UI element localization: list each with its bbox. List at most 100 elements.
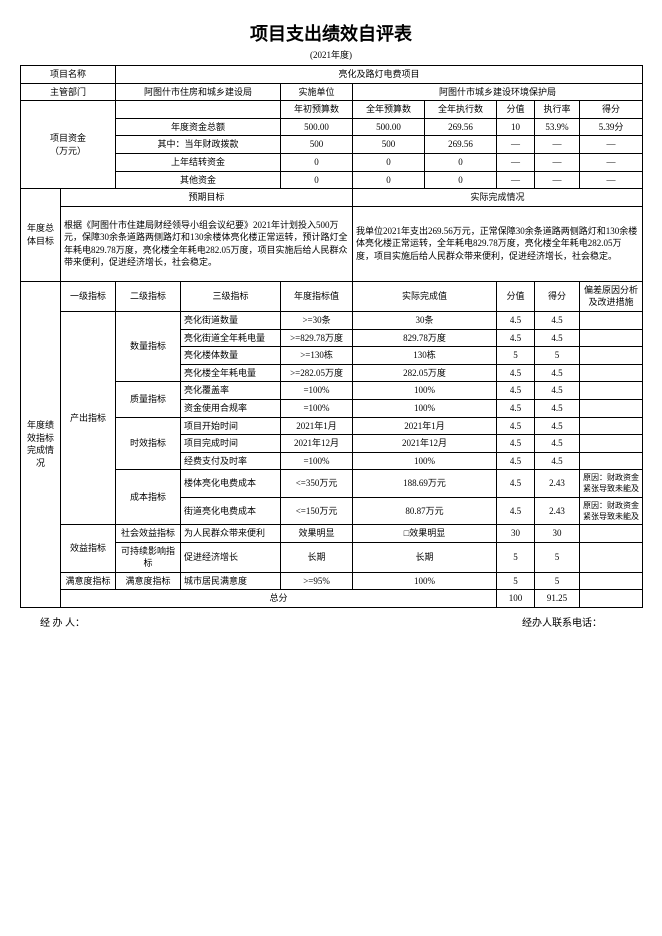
fund-r2b: 0 [281,153,353,171]
ind-r7-l3: 项目完成时间 [181,435,281,453]
ind-r5-l3: 资金使用合规率 [181,399,281,417]
fund-r3e: — [497,171,535,189]
ind-r4-l3: 亮化覆盖率 [181,382,281,400]
ind-r9-wt: 4.5 [497,470,535,497]
fund-col7: 得分 [580,101,643,119]
fund-r0e: 10 [497,118,535,136]
fund-r1d: 269.56 [425,136,497,154]
ind-r5-act: 100% [353,399,497,417]
ind-h-tgt: 年度指标值 [281,281,353,311]
dept-label: 主管部门 [21,83,116,101]
ind-r4-tgt: =100% [281,382,353,400]
ind-r13-wt: 5 [497,572,535,590]
ind-r1-tgt: >=829.78万度 [281,329,353,347]
ind-r8-tgt: =100% [281,452,353,470]
total-wt: 100 [497,590,535,608]
ind-r0-l3: 亮化街道数量 [181,311,281,329]
page-title: 项目支出绩效自评表 [20,20,642,46]
ind-r12-sc: 5 [535,542,580,572]
fund-r0g: 5.39分 [580,118,643,136]
ind-r5-sc: 4.5 [535,399,580,417]
ind-r2-l3: 亮化楼体数量 [181,347,281,365]
fund-r3d: 0 [425,171,497,189]
ind-h-l1: 一级指标 [61,281,116,311]
goal-act-label: 实际完成情况 [353,189,643,207]
ind-r13-dev [580,572,643,590]
ind-l1-sat: 满意度指标 [61,572,116,590]
ind-h-l3: 三级指标 [181,281,281,311]
ind-r12-act: 长期 [353,542,497,572]
ind-l2-qual: 质量指标 [116,382,181,417]
ind-h-act: 实际完成值 [353,281,497,311]
proj-name: 亮化及路灯电费项目 [116,66,643,84]
fund-col6: 执行率 [535,101,580,119]
ind-r10-wt: 4.5 [497,497,535,524]
ind-r0-act: 30条 [353,311,497,329]
ind-r3-act: 282.05万度 [353,364,497,382]
ind-r1-act: 829.78万度 [353,329,497,347]
ind-r5-tgt: =100% [281,399,353,417]
ind-r3-wt: 4.5 [497,364,535,382]
ind-r12-tgt: 长期 [281,542,353,572]
ind-r4-wt: 4.5 [497,382,535,400]
ind-r9-l3: 楼体亮化电费成本 [181,470,281,497]
ind-r9-act: 188.69万元 [353,470,497,497]
goal-exp: 根据《阿图什市住建局财经领导小组会议纪要》2021年计划投入500万元，保障30… [61,206,353,281]
ind-l2-qty: 数量指标 [116,311,181,381]
ind-r8-act: 100% [353,452,497,470]
ind-l1-ben: 效益指标 [61,525,116,573]
ind-r0-wt: 4.5 [497,311,535,329]
ind-block-label: 年度绩效指标完成情况 [21,281,61,607]
fund-r1a: 其中：当年财政拨款 [116,136,281,154]
ind-l2-time: 时效指标 [116,417,181,470]
fund-col2: 年初预算数 [281,101,353,119]
ind-r8-dev [580,452,643,470]
fund-r3g: — [580,171,643,189]
fund-r2d: 0 [425,153,497,171]
ind-r8-sc: 4.5 [535,452,580,470]
ind-r10-tgt: <=150万元 [281,497,353,524]
fund-block-label: 项目资金 （万元） [21,101,116,189]
ind-r0-dev [580,311,643,329]
ind-r7-wt: 4.5 [497,435,535,453]
page-subtitle: (2021年度) [20,48,642,61]
ind-r5-dev [580,399,643,417]
ind-r9-dev: 原因：财政资金紧张导致未能及 [580,470,643,497]
ind-r13-act: 100% [353,572,497,590]
ind-r2-wt: 5 [497,347,535,365]
ind-r13-tgt: >=95% [281,572,353,590]
ind-r6-act: 2021年1月 [353,417,497,435]
ind-r6-wt: 4.5 [497,417,535,435]
fund-r3c: 0 [353,171,425,189]
ind-r10-act: 80.87万元 [353,497,497,524]
ind-r7-sc: 4.5 [535,435,580,453]
ind-r8-wt: 4.5 [497,452,535,470]
fund-col4: 全年执行数 [425,101,497,119]
ind-r9-sc: 2.43 [535,470,580,497]
ind-r6-l3: 项目开始时间 [181,417,281,435]
fund-r2f: — [535,153,580,171]
ind-l2-cost: 成本指标 [116,470,181,525]
ind-r2-act: 130栋 [353,347,497,365]
ind-r12-l3: 促进经济增长 [181,542,281,572]
impl-label: 实施单位 [281,83,353,101]
ind-r5-wt: 4.5 [497,399,535,417]
ind-r11-sc: 30 [535,525,580,543]
ind-h-wt: 分值 [497,281,535,311]
proj-name-label: 项目名称 [21,66,116,84]
total-label: 总分 [61,590,497,608]
fund-r1b: 500 [281,136,353,154]
ind-l2-soc: 社会效益指标 [116,525,181,543]
ind-r10-dev: 原因：财政资金紧张导致未能及 [580,497,643,524]
dept-value: 阿图什市住房和城乡建设局 [116,83,281,101]
ind-l2-sat: 满意度指标 [116,572,181,590]
fund-r1f: — [535,136,580,154]
fund-col3: 全年预算数 [353,101,425,119]
ind-r4-sc: 4.5 [535,382,580,400]
ind-r3-dev [580,364,643,382]
ind-r7-dev [580,435,643,453]
fund-r2g: — [580,153,643,171]
ind-r3-tgt: >=282.05万度 [281,364,353,382]
ind-r4-act: 100% [353,382,497,400]
ind-r1-dev [580,329,643,347]
